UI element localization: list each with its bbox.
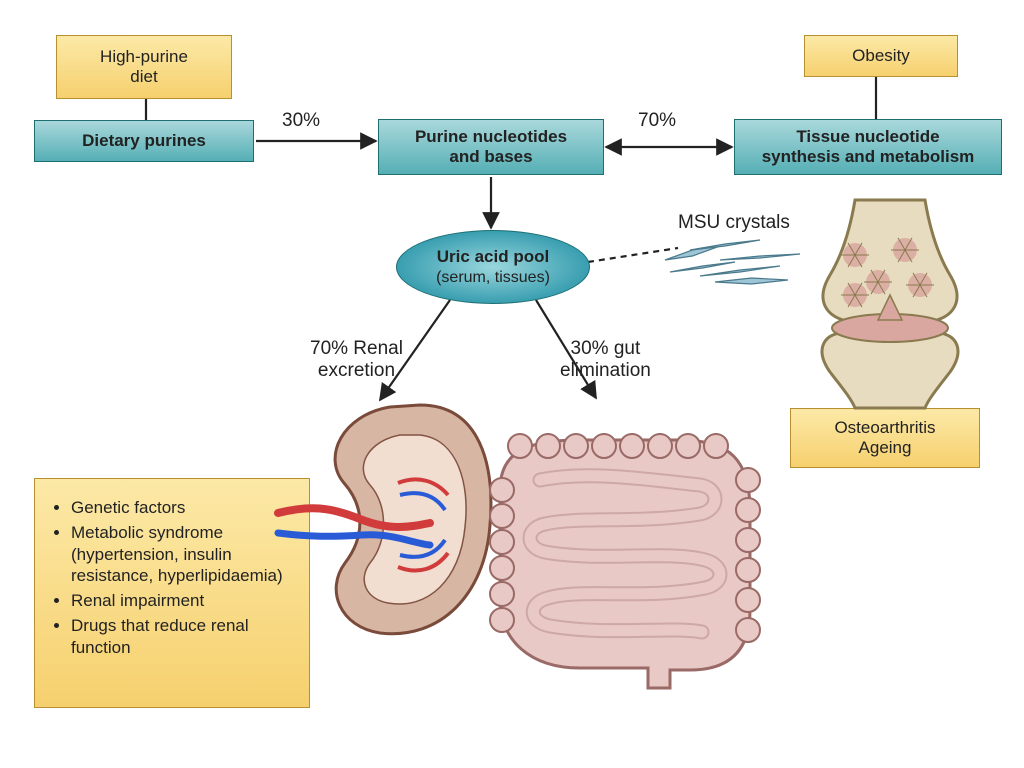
box-purine-nucleotides: Purine nucleotidesand bases	[378, 119, 604, 175]
risk-factor-item: Renal impairment	[71, 590, 291, 611]
risk-factor-list: Genetic factors Metabolic syndrome (hyper…	[53, 497, 291, 658]
intestine-icon	[470, 430, 770, 690]
box-high-purine-diet: High-purinediet	[56, 35, 232, 99]
risk-factor-item: Drugs that reduce renal function	[71, 615, 291, 658]
msu-crystals-icon	[660, 232, 810, 292]
box-obesity: Obesity	[804, 35, 958, 77]
box-dietary-purines: Dietary purines	[34, 120, 254, 162]
label-30pct: 30%	[282, 110, 320, 132]
box-tissue-synth: Tissue nucleotidesynthesis and metabolis…	[734, 119, 1002, 175]
diagram-canvas: { "type": "flowchart", "background_color…	[0, 0, 1024, 768]
risk-factor-item: Metabolic syndrome (hypertension, insuli…	[71, 522, 291, 586]
box-osteoarthritis: OsteoarthritisAgeing	[790, 408, 980, 468]
label-msu-crystals: MSU crystals	[678, 212, 790, 234]
oval-subtitle: (serum, tissues)	[436, 268, 550, 287]
risk-factor-box: Genetic factors Metabolic syndrome (hyper…	[34, 478, 310, 708]
label-70pct: 70%	[638, 110, 676, 132]
oval-uric-acid-pool: Uric acid pool (serum, tissues)	[396, 230, 590, 304]
risk-factor-item: Genetic factors	[71, 497, 291, 518]
label-renal-excretion: 70% Renalexcretion	[310, 338, 403, 382]
kidney-icon	[270, 395, 500, 645]
oval-title: Uric acid pool	[436, 247, 550, 267]
knee-joint-icon	[800, 200, 980, 408]
label-gut-elimination: 30% gutelimination	[560, 338, 651, 382]
